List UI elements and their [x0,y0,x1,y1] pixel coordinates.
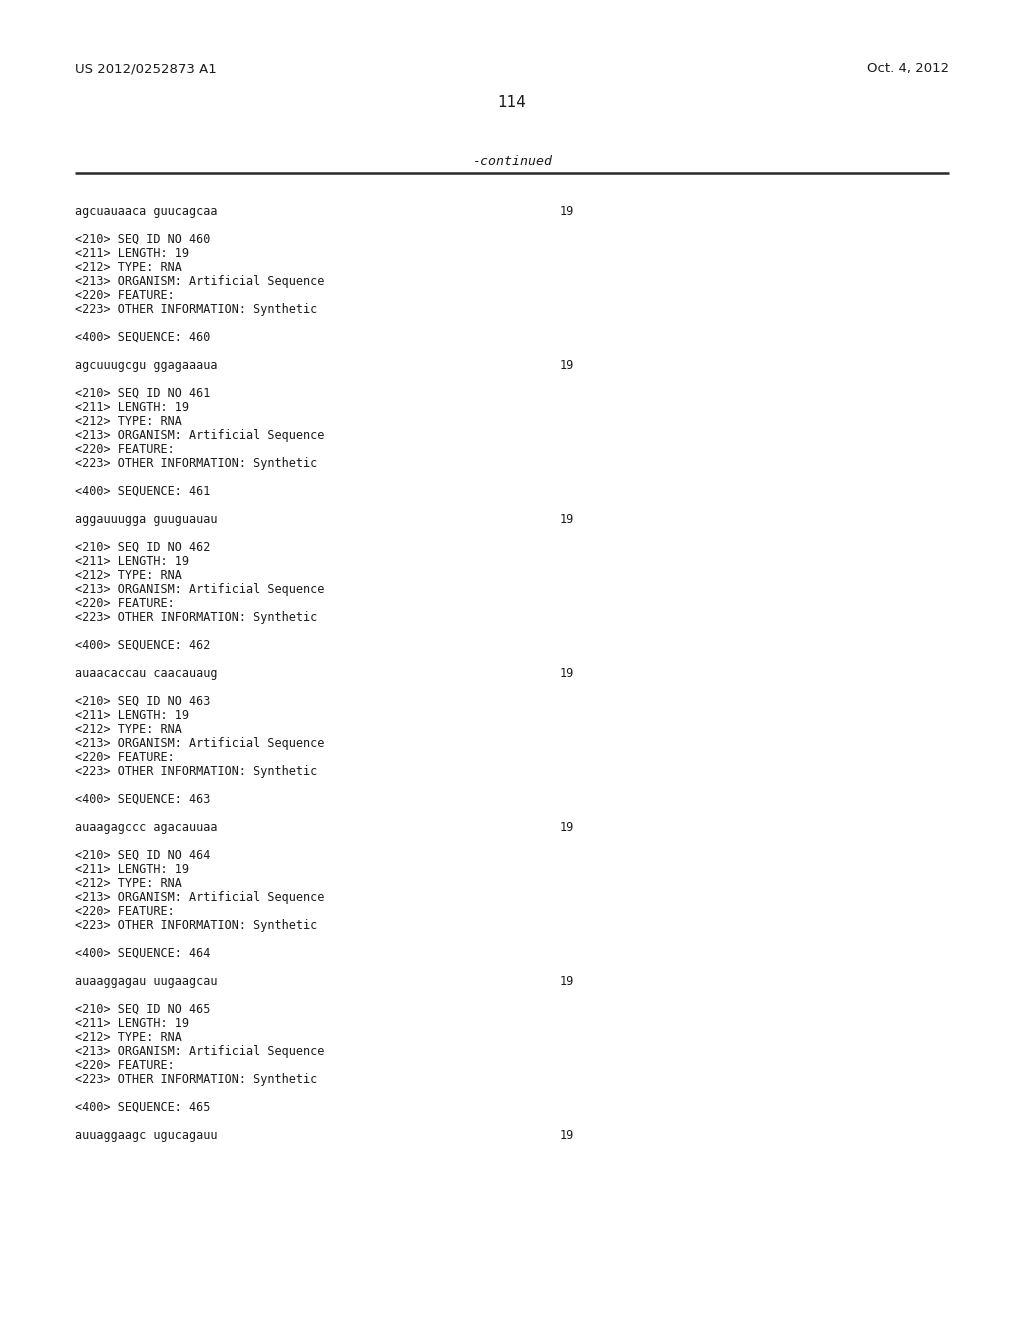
Text: Oct. 4, 2012: Oct. 4, 2012 [867,62,949,75]
Text: <210> SEQ ID NO 464: <210> SEQ ID NO 464 [75,849,210,862]
Text: <213> ORGANISM: Artificial Sequence: <213> ORGANISM: Artificial Sequence [75,429,325,442]
Text: <223> OTHER INFORMATION: Synthetic: <223> OTHER INFORMATION: Synthetic [75,919,317,932]
Text: <213> ORGANISM: Artificial Sequence: <213> ORGANISM: Artificial Sequence [75,1045,325,1059]
Text: <212> TYPE: RNA: <212> TYPE: RNA [75,261,182,275]
Text: <400> SEQUENCE: 460: <400> SEQUENCE: 460 [75,331,210,345]
Text: -continued: -continued [472,154,552,168]
Text: <213> ORGANISM: Artificial Sequence: <213> ORGANISM: Artificial Sequence [75,583,325,597]
Text: 19: 19 [560,821,574,834]
Text: <210> SEQ ID NO 463: <210> SEQ ID NO 463 [75,696,210,708]
Text: <220> FEATURE:: <220> FEATURE: [75,751,175,764]
Text: auuaggaagc ugucagauu: auuaggaagc ugucagauu [75,1129,217,1142]
Text: <223> OTHER INFORMATION: Synthetic: <223> OTHER INFORMATION: Synthetic [75,766,317,777]
Text: US 2012/0252873 A1: US 2012/0252873 A1 [75,62,217,75]
Text: <211> LENGTH: 19: <211> LENGTH: 19 [75,1016,189,1030]
Text: <400> SEQUENCE: 462: <400> SEQUENCE: 462 [75,639,210,652]
Text: 19: 19 [560,359,574,372]
Text: 19: 19 [560,1129,574,1142]
Text: <210> SEQ ID NO 460: <210> SEQ ID NO 460 [75,234,210,246]
Text: agcuauaaca guucagcaa: agcuauaaca guucagcaa [75,205,217,218]
Text: <210> SEQ ID NO 465: <210> SEQ ID NO 465 [75,1003,210,1016]
Text: <220> FEATURE:: <220> FEATURE: [75,597,175,610]
Text: 19: 19 [560,205,574,218]
Text: <400> SEQUENCE: 464: <400> SEQUENCE: 464 [75,946,210,960]
Text: <212> TYPE: RNA: <212> TYPE: RNA [75,876,182,890]
Text: auaacaccau caacauaug: auaacaccau caacauaug [75,667,217,680]
Text: <210> SEQ ID NO 461: <210> SEQ ID NO 461 [75,387,210,400]
Text: <211> LENGTH: 19: <211> LENGTH: 19 [75,709,189,722]
Text: <220> FEATURE:: <220> FEATURE: [75,289,175,302]
Text: <400> SEQUENCE: 465: <400> SEQUENCE: 465 [75,1101,210,1114]
Text: <212> TYPE: RNA: <212> TYPE: RNA [75,723,182,737]
Text: <400> SEQUENCE: 463: <400> SEQUENCE: 463 [75,793,210,807]
Text: 19: 19 [560,667,574,680]
Text: <223> OTHER INFORMATION: Synthetic: <223> OTHER INFORMATION: Synthetic [75,457,317,470]
Text: <212> TYPE: RNA: <212> TYPE: RNA [75,414,182,428]
Text: <220> FEATURE:: <220> FEATURE: [75,444,175,455]
Text: <213> ORGANISM: Artificial Sequence: <213> ORGANISM: Artificial Sequence [75,275,325,288]
Text: 19: 19 [560,975,574,987]
Text: <210> SEQ ID NO 462: <210> SEQ ID NO 462 [75,541,210,554]
Text: 114: 114 [498,95,526,110]
Text: aggauuugga guuguauau: aggauuugga guuguauau [75,513,217,525]
Text: <220> FEATURE:: <220> FEATURE: [75,1059,175,1072]
Text: <223> OTHER INFORMATION: Synthetic: <223> OTHER INFORMATION: Synthetic [75,304,317,315]
Text: <211> LENGTH: 19: <211> LENGTH: 19 [75,247,189,260]
Text: <212> TYPE: RNA: <212> TYPE: RNA [75,569,182,582]
Text: <213> ORGANISM: Artificial Sequence: <213> ORGANISM: Artificial Sequence [75,737,325,750]
Text: <223> OTHER INFORMATION: Synthetic: <223> OTHER INFORMATION: Synthetic [75,611,317,624]
Text: <223> OTHER INFORMATION: Synthetic: <223> OTHER INFORMATION: Synthetic [75,1073,317,1086]
Text: <212> TYPE: RNA: <212> TYPE: RNA [75,1031,182,1044]
Text: agcuuugcgu ggagaaaua: agcuuugcgu ggagaaaua [75,359,217,372]
Text: auaagagccc agacauuaa: auaagagccc agacauuaa [75,821,217,834]
Text: 19: 19 [560,513,574,525]
Text: <211> LENGTH: 19: <211> LENGTH: 19 [75,401,189,414]
Text: <213> ORGANISM: Artificial Sequence: <213> ORGANISM: Artificial Sequence [75,891,325,904]
Text: <211> LENGTH: 19: <211> LENGTH: 19 [75,863,189,876]
Text: <211> LENGTH: 19: <211> LENGTH: 19 [75,554,189,568]
Text: <400> SEQUENCE: 461: <400> SEQUENCE: 461 [75,484,210,498]
Text: <220> FEATURE:: <220> FEATURE: [75,906,175,917]
Text: auaaggagau uugaagcau: auaaggagau uugaagcau [75,975,217,987]
